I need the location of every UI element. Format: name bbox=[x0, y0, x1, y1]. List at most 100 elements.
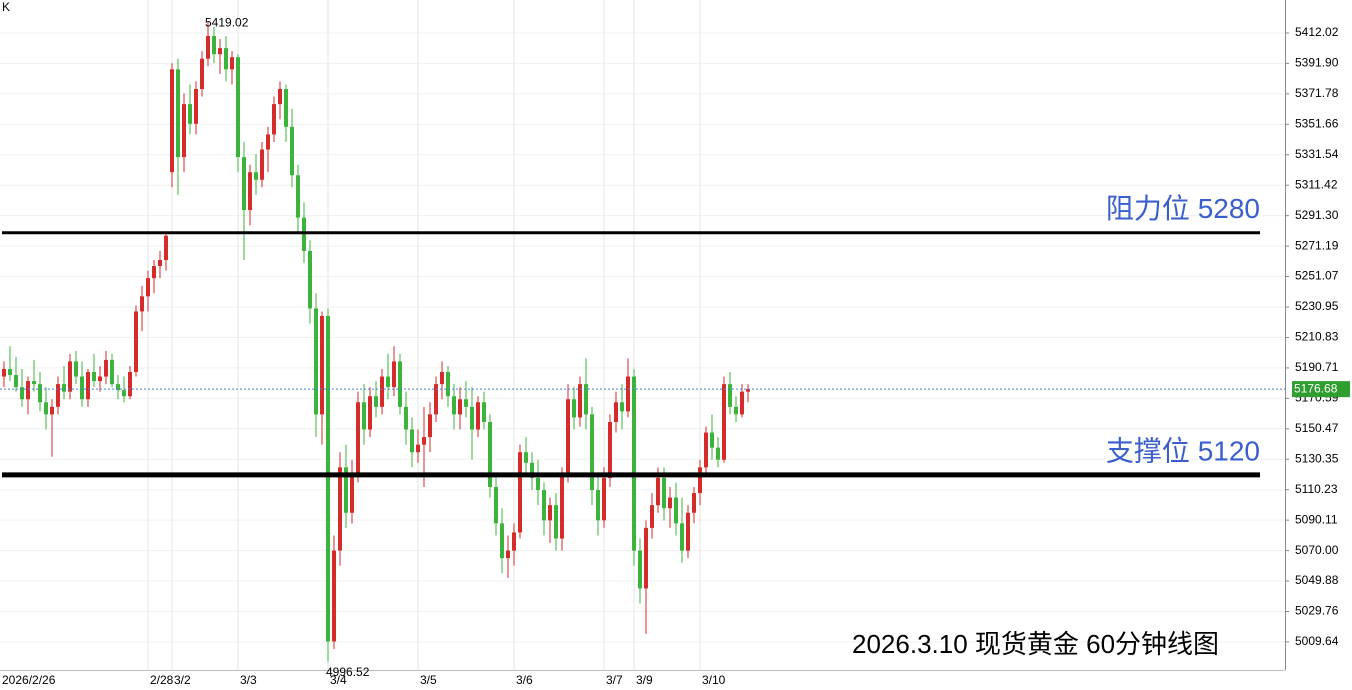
x-tick-label: 3/9 bbox=[636, 673, 653, 687]
candle-body bbox=[380, 376, 384, 407]
candle-body bbox=[254, 172, 258, 180]
candle-body bbox=[692, 493, 696, 513]
candle-body bbox=[746, 389, 750, 392]
candle-body bbox=[512, 532, 516, 551]
candle-body bbox=[302, 217, 306, 251]
candle-body bbox=[644, 527, 648, 589]
candle-body bbox=[170, 69, 174, 173]
candle-body bbox=[662, 477, 666, 509]
y-tick-label: 5331.54 bbox=[1295, 147, 1339, 161]
candle-body bbox=[272, 104, 276, 135]
candle-body bbox=[680, 523, 684, 551]
candle-body bbox=[338, 467, 342, 551]
candle-body bbox=[44, 402, 48, 415]
y-tick-label: 5150.47 bbox=[1295, 421, 1339, 435]
candle-body bbox=[14, 375, 18, 388]
candle-body bbox=[134, 311, 138, 373]
candle-body bbox=[2, 368, 6, 377]
level-label: 阻力位 5280 bbox=[1106, 193, 1260, 224]
candle-body bbox=[146, 278, 150, 297]
candle-body bbox=[494, 487, 498, 524]
candle-body bbox=[176, 69, 180, 158]
candle-body bbox=[20, 387, 24, 400]
candle-body bbox=[482, 402, 486, 422]
y-tick-label: 5412.02 bbox=[1295, 25, 1339, 39]
candle-body bbox=[62, 384, 66, 392]
candle-body bbox=[50, 406, 54, 415]
max-label: 5419.02 bbox=[205, 16, 249, 30]
x-tick-label: 3/10 bbox=[702, 673, 726, 687]
y-tick-label: 5090.11 bbox=[1295, 512, 1338, 526]
candle-body bbox=[98, 376, 102, 382]
candle-body bbox=[740, 391, 744, 415]
candle-body bbox=[356, 402, 360, 475]
candle-body bbox=[620, 402, 624, 412]
candle-body bbox=[602, 477, 606, 521]
y-tick-label: 5271.19 bbox=[1295, 238, 1339, 252]
candle-body bbox=[572, 399, 576, 418]
candle-body bbox=[230, 57, 234, 70]
candle-body bbox=[116, 384, 120, 391]
candle-body bbox=[674, 497, 678, 524]
candle-body bbox=[524, 452, 528, 463]
candle-body bbox=[326, 316, 330, 642]
y-tick-label: 5009.64 bbox=[1295, 634, 1339, 648]
candle-body bbox=[638, 550, 642, 589]
corner-label: K bbox=[2, 0, 10, 14]
candle-body bbox=[344, 467, 348, 513]
candle-body bbox=[542, 490, 546, 521]
chart-title: 2026.3.10 现货黄金 60分钟线图 bbox=[852, 629, 1219, 659]
candle-body bbox=[200, 58, 204, 89]
candle-body bbox=[110, 359, 114, 385]
candle-body bbox=[92, 372, 96, 382]
candle-body bbox=[500, 523, 504, 559]
candle-body bbox=[26, 381, 30, 400]
candle-body bbox=[614, 402, 618, 422]
candle-body bbox=[452, 396, 456, 415]
candle-body bbox=[650, 505, 654, 528]
x-tick-label: 2/28 bbox=[150, 673, 174, 687]
y-tick-label: 5130.35 bbox=[1295, 451, 1339, 465]
x-tick-label: 2026/2/26 bbox=[2, 673, 56, 687]
x-tick-label: 3/5 bbox=[420, 673, 437, 687]
candle-body bbox=[32, 381, 36, 385]
candle-body bbox=[554, 505, 558, 539]
y-tick-label: 5070.00 bbox=[1295, 543, 1339, 557]
candle-body bbox=[80, 376, 84, 400]
candle-body bbox=[374, 396, 378, 407]
candle-body bbox=[710, 432, 714, 448]
candle-body bbox=[350, 474, 354, 513]
candle-body bbox=[152, 266, 156, 279]
candle-body bbox=[548, 505, 552, 521]
candle-body bbox=[422, 437, 426, 445]
candle-body bbox=[596, 490, 600, 521]
candle-body bbox=[56, 384, 60, 407]
candle-body bbox=[392, 361, 396, 388]
y-tick-label: 5049.88 bbox=[1295, 573, 1339, 587]
candle-body bbox=[686, 512, 690, 551]
candle-body bbox=[74, 361, 78, 377]
candle-body bbox=[590, 414, 594, 491]
candle-body bbox=[386, 376, 390, 388]
candle-body bbox=[260, 149, 264, 180]
candle-body bbox=[656, 477, 660, 506]
y-tick-label: 5391.90 bbox=[1295, 56, 1339, 70]
y-tick-label: 5210.83 bbox=[1295, 330, 1339, 344]
y-tick-label: 5110.23 bbox=[1295, 482, 1338, 496]
candle-body bbox=[8, 368, 12, 376]
y-tick-label: 5351.66 bbox=[1295, 116, 1339, 130]
candle-body bbox=[266, 134, 270, 150]
candle-body bbox=[434, 384, 438, 415]
candle-body bbox=[368, 396, 372, 430]
candle-body bbox=[308, 250, 312, 309]
candle-body bbox=[224, 48, 228, 70]
candle-body bbox=[518, 452, 522, 533]
x-tick-label: 3/7 bbox=[606, 673, 623, 687]
candle-body bbox=[86, 372, 90, 400]
candle-body bbox=[242, 157, 246, 211]
level-label: 支撑位 5120 bbox=[1106, 435, 1260, 466]
y-tick-label: 5251.07 bbox=[1295, 269, 1339, 283]
candle-body bbox=[698, 467, 702, 494]
